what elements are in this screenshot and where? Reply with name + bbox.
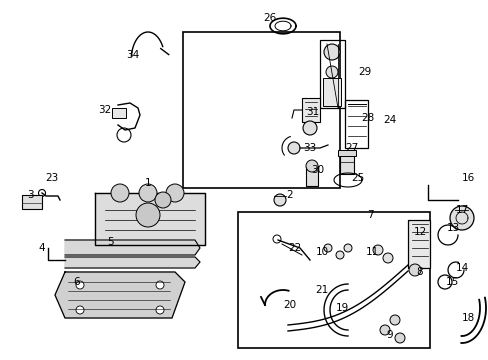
Circle shape bbox=[305, 160, 317, 172]
Circle shape bbox=[394, 333, 404, 343]
Circle shape bbox=[76, 306, 84, 314]
Text: 15: 15 bbox=[445, 277, 458, 287]
Text: 5: 5 bbox=[106, 237, 113, 247]
Text: 10: 10 bbox=[315, 247, 328, 257]
Circle shape bbox=[408, 264, 420, 276]
Text: 18: 18 bbox=[461, 313, 474, 323]
Text: 8: 8 bbox=[416, 267, 423, 277]
Circle shape bbox=[335, 251, 343, 259]
Text: 11: 11 bbox=[365, 247, 378, 257]
Text: 26: 26 bbox=[263, 13, 276, 23]
Circle shape bbox=[76, 281, 84, 289]
Text: 25: 25 bbox=[351, 173, 364, 183]
Text: 27: 27 bbox=[345, 143, 358, 153]
Text: 1: 1 bbox=[144, 178, 151, 188]
Text: 2: 2 bbox=[286, 190, 293, 200]
Circle shape bbox=[324, 44, 339, 60]
Text: 4: 4 bbox=[39, 243, 45, 253]
Bar bbox=[305, 166, 317, 186]
Text: 19: 19 bbox=[335, 303, 348, 313]
Circle shape bbox=[156, 306, 163, 314]
Circle shape bbox=[389, 315, 399, 325]
Circle shape bbox=[156, 281, 163, 289]
Text: 22: 22 bbox=[288, 243, 301, 253]
Bar bbox=[112, 108, 126, 118]
Bar bbox=[22, 195, 42, 209]
Circle shape bbox=[372, 245, 382, 255]
Circle shape bbox=[343, 244, 351, 252]
Bar bbox=[238, 212, 429, 348]
Text: 3: 3 bbox=[27, 190, 33, 200]
Text: 17: 17 bbox=[454, 205, 468, 215]
Circle shape bbox=[155, 192, 171, 208]
Text: 16: 16 bbox=[461, 173, 474, 183]
Text: 31: 31 bbox=[306, 107, 319, 117]
Circle shape bbox=[111, 184, 129, 202]
Circle shape bbox=[136, 203, 160, 227]
Text: 29: 29 bbox=[358, 67, 371, 77]
Bar bbox=[337, 150, 355, 156]
Polygon shape bbox=[65, 257, 200, 268]
Polygon shape bbox=[65, 240, 200, 255]
Text: 7: 7 bbox=[366, 210, 372, 220]
Text: 33: 33 bbox=[303, 143, 316, 153]
Text: 12: 12 bbox=[412, 227, 426, 237]
Circle shape bbox=[379, 325, 389, 335]
Text: 9: 9 bbox=[386, 330, 392, 340]
Text: 24: 24 bbox=[383, 115, 396, 125]
Circle shape bbox=[324, 244, 331, 252]
Bar bbox=[407, 220, 429, 268]
Circle shape bbox=[273, 194, 285, 206]
Bar bbox=[183, 32, 339, 188]
Bar bbox=[323, 78, 340, 106]
Polygon shape bbox=[95, 193, 204, 245]
Text: 28: 28 bbox=[361, 113, 374, 123]
Bar bbox=[339, 152, 353, 174]
Text: 20: 20 bbox=[283, 300, 296, 310]
Circle shape bbox=[382, 253, 392, 263]
Text: 21: 21 bbox=[315, 285, 328, 295]
Text: 23: 23 bbox=[45, 173, 59, 183]
Circle shape bbox=[139, 184, 157, 202]
Circle shape bbox=[449, 206, 473, 230]
Circle shape bbox=[287, 142, 299, 154]
Text: 34: 34 bbox=[126, 50, 140, 60]
Text: 13: 13 bbox=[446, 223, 459, 233]
Bar bbox=[302, 98, 319, 122]
Text: 14: 14 bbox=[454, 263, 468, 273]
Polygon shape bbox=[55, 272, 184, 318]
Bar bbox=[319, 40, 345, 108]
Text: 32: 32 bbox=[98, 105, 111, 115]
Text: 30: 30 bbox=[311, 165, 324, 175]
Text: 6: 6 bbox=[74, 277, 80, 287]
Circle shape bbox=[165, 184, 183, 202]
Bar bbox=[345, 100, 367, 148]
Circle shape bbox=[303, 121, 316, 135]
Circle shape bbox=[325, 66, 337, 78]
